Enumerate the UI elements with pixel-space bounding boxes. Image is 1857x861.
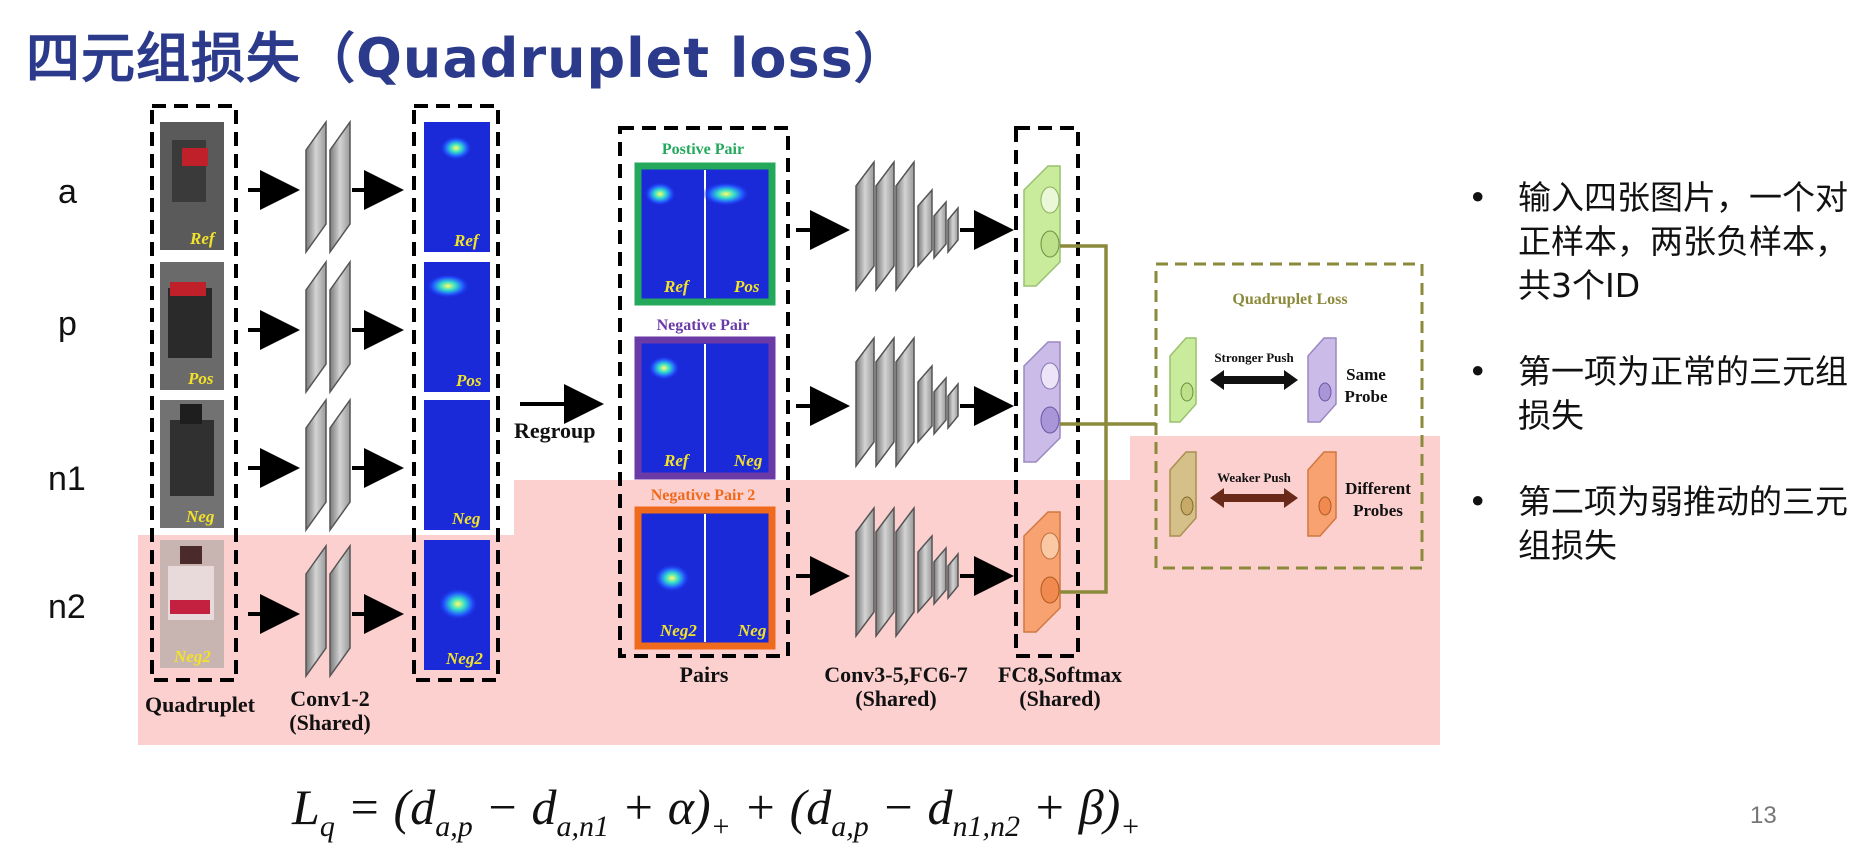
fc8-orange-cube [1023, 511, 1061, 633]
svg-text:Probe: Probe [1344, 387, 1388, 406]
feature-map-neg2: Neg2 [424, 540, 490, 670]
label-conv12: Conv1-2 [290, 686, 369, 711]
pairs-box [618, 126, 790, 658]
row-label-p: p [58, 305, 77, 343]
svg-text:Neg2: Neg2 [173, 647, 211, 666]
svg-text:Neg: Neg [733, 451, 763, 470]
svg-text:Probes: Probes [1353, 501, 1403, 520]
conv12-block-n1 [305, 397, 351, 533]
svg-text:Neg2: Neg2 [659, 621, 697, 640]
positive-pair: Postive Pair Ref Pos [634, 141, 776, 306]
svg-text:Pos: Pos [733, 277, 760, 296]
label-quadruplet: Quadruplet [145, 692, 256, 717]
bullet-list: • 输入四张图片，一个对正样本，两张负样本，共3个ID • 第一项为正常的三元组损失… [1468, 176, 1848, 610]
fc8-box [1014, 126, 1080, 658]
loss-purple-cube [1307, 337, 1337, 423]
fc8-purple-cube [1023, 341, 1061, 463]
weaker-push-arrow [1210, 488, 1298, 508]
svg-text:Ref: Ref [453, 231, 481, 250]
conv35-block-2 [855, 335, 959, 469]
input-image-neg: Neg [160, 400, 224, 528]
svg-text:Ref: Ref [663, 277, 691, 296]
row-label-n2: n2 [48, 588, 86, 626]
feature-map-neg: Neg [424, 400, 490, 530]
conv35-block-3 [855, 505, 959, 639]
loss-green-cube [1169, 337, 1197, 423]
svg-text:Negative Pair 2: Negative Pair 2 [651, 487, 756, 504]
bullet-item: • 第二项为弱推动的三元组损失 [1468, 482, 1848, 565]
label-conv35: Conv3-5,FC6-7 [824, 662, 968, 687]
conv12-block-p [305, 259, 351, 395]
loss-olive-cube [1169, 451, 1197, 537]
quadruplet-loss-box [1154, 262, 1424, 570]
loss-formula: Lq = (da,p − da,n1 + α)+ + (da,p − dn1,n… [292, 779, 1141, 843]
input-image-neg2: Neg2 [160, 540, 224, 668]
feature-map-ref: Ref [424, 122, 490, 252]
svg-text:Stronger Push: Stronger Push [1214, 350, 1294, 365]
svg-text:Ref: Ref [663, 451, 691, 470]
svg-text:Pos: Pos [455, 371, 482, 390]
stronger-push-arrow [1210, 370, 1298, 390]
svg-text:Neg: Neg [451, 509, 481, 528]
loss-orange-cube [1307, 451, 1337, 537]
svg-text:Weaker Push: Weaker Push [1217, 470, 1292, 485]
bullet-item: • 输入四张图片，一个对正样本，两张负样本，共3个ID [1468, 178, 1848, 305]
svg-text:Ref: Ref [189, 229, 217, 248]
page-title: 四元组损失（Quadruplet loss） [26, 27, 909, 90]
label-fc8-shared: (Shared) [1019, 686, 1101, 711]
row-label-n1: n1 [48, 460, 86, 498]
negative-pair: Negative Pair Ref Neg [634, 317, 776, 480]
bullet-dot: • [1468, 482, 1488, 521]
bullet-dot: • [1468, 178, 1488, 217]
svg-text:Neg: Neg [185, 507, 215, 526]
svg-text:Postive Pair: Postive Pair [662, 141, 744, 158]
label-conv35-shared: (Shared) [855, 686, 937, 711]
svg-text:Negative Pair: Negative Pair [657, 317, 750, 334]
label-fc8: FC8,Softmax [998, 662, 1122, 687]
conv35-block-1 [855, 159, 959, 293]
negative-pair-2: Negative Pair 2 Neg2 Neg [634, 487, 776, 650]
svg-text:Different: Different [1345, 479, 1411, 498]
svg-text:Neg2: Neg2 [445, 649, 483, 668]
row-label-a: a [58, 173, 77, 211]
bullet-item: • 第一项为正常的三元组损失 [1468, 352, 1848, 435]
conv12-block-a [305, 119, 351, 255]
fc8-green-cube [1023, 165, 1061, 287]
label-pairs: Pairs [680, 662, 729, 687]
bullet-dot: • [1468, 352, 1488, 391]
feature-map-pos: Pos [424, 262, 490, 392]
svg-text:Pos: Pos [187, 369, 214, 388]
conv12-block-n2 [305, 543, 351, 679]
label-conv12-shared: (Shared) [289, 710, 371, 735]
page-number: 13 [1750, 802, 1777, 829]
connector-lines [1060, 244, 1156, 594]
svg-text:Neg: Neg [737, 621, 767, 640]
svg-text:Same: Same [1346, 365, 1386, 384]
quadruplet-loss-title: Quadruplet Loss [1232, 291, 1347, 308]
input-image-ref: Ref [160, 122, 224, 250]
regroup-label: Regroup [514, 418, 596, 443]
input-image-pos: Pos [160, 262, 224, 390]
